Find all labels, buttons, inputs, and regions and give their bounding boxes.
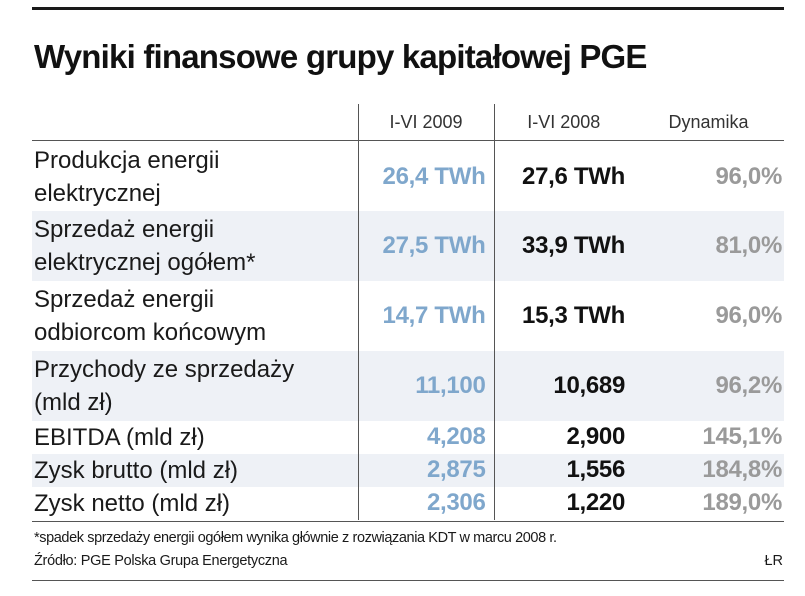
value-2009-cell: 14,7 TWh (357, 280, 494, 351)
value-2009-cell: 27,5 TWh (357, 210, 494, 281)
financial-results-table: I-VI 2009 I-VI 2008 Dynamika Produkcja e… (32, 104, 784, 520)
value-2008-cell: 1,556 (493, 453, 633, 487)
value-2008-cell: 10,689 (493, 350, 633, 421)
row-label: Produkcja energii elektrycznej (32, 141, 358, 211)
value-2008-cell: 33,9 TWh (493, 210, 633, 281)
dynamika-cell: 96,0% (715, 301, 782, 329)
table-body: Produkcja energii elektrycznej 26,4 TWh 27,… (32, 140, 784, 520)
dynamika-cell: 96,2% (633, 350, 784, 421)
table-row: EBITDA (mld zł) 4,208 2,900 145,1% (32, 420, 784, 454)
value-2008-cell: 27,6 TWh (493, 140, 633, 211)
header-dynamika: Dynamika (668, 111, 749, 132)
author-initials: ŁR (764, 553, 783, 569)
table-row: Sprzedaż energii odbiorcom końcowym 14,7 T… (32, 280, 784, 351)
footnote: *spadek sprzedaży energii ogółem wynika … (34, 530, 557, 546)
row-label-line: Produkcja energii (34, 146, 220, 174)
table-header-row: I-VI 2009 I-VI 2008 Dynamika (32, 104, 784, 141)
value-2008-cell: 1,220 (493, 486, 633, 520)
row-label: EBITDA (mld zł) (32, 421, 358, 454)
dynamika-cell: 189,0% (702, 489, 782, 516)
dynamika-cell: 145,1% (702, 423, 782, 450)
end-rule (32, 580, 784, 581)
table-row: Zysk brutto (mld zł) 2,875 1,556 184,8% (32, 453, 784, 487)
value-2009-cell: 4,208 (357, 420, 494, 454)
value-2009-cell: 26,4 TWh (357, 140, 494, 211)
header-2009: I-VI 2009 (357, 104, 494, 141)
top-rule (32, 7, 784, 10)
value-2008-cell: 15,3 TWh (493, 280, 633, 351)
row-label: Zysk netto (mld zł) (32, 487, 358, 520)
dynamika-cell: 184,8% (633, 453, 784, 487)
row-label-line: elektrycznej (34, 179, 161, 207)
row-label-line: Zysk netto (mld zł) (34, 489, 231, 517)
row-label-line: Zysk brutto (mld zł) (34, 456, 239, 484)
value-2008-cell: 2,900 (493, 420, 633, 454)
bottom-rule (32, 521, 784, 522)
row-label: Sprzedaż energii elektrycznej ogółem* (32, 210, 358, 281)
row-label-line: EBITDA (mld zł) (34, 423, 205, 451)
table-row: Przychody ze sprzedaży (mld zł) 11,100 10,6… (32, 350, 784, 421)
row-label-line: Przychody ze sprzedaży (34, 355, 295, 383)
header-2008: I-VI 2008 (493, 104, 633, 141)
row-label-line: Sprzedaż energii (34, 215, 215, 243)
value-2009-cell: 11,100 (357, 350, 494, 421)
row-label: Przychody ze sprzedaży (mld zł) (32, 350, 358, 421)
chart-title: Wyniki finansowe grupy kapitałowej PGE (34, 38, 647, 75)
row-label-line: Sprzedaż energii (34, 285, 215, 313)
dynamika-cell: 96,0% (715, 162, 782, 190)
value-2009-cell: 2,306 (357, 486, 494, 520)
row-label: Sprzedaż energii odbiorcom końcowym (32, 281, 358, 351)
header-label (32, 104, 358, 141)
table-row: Produkcja energii elektrycznej 26,4 TWh 27,… (32, 140, 784, 211)
row-label-line: odbiorcom końcowym (34, 318, 267, 346)
source-note: Źródło: PGE Polska Grupa Energetyczna (34, 553, 288, 569)
row-label-line: elektrycznej ogółem* (34, 248, 256, 276)
row-label: Zysk brutto (mld zł) (32, 453, 358, 487)
value-2009-cell: 2,875 (357, 453, 494, 487)
row-label-line: (mld zł) (34, 388, 113, 416)
table-row: Sprzedaż energii elektrycznej ogółem* 27,5… (32, 210, 784, 281)
table-row: Zysk netto (mld zł) 2,306 1,220 189,0% (32, 486, 784, 520)
dynamika-cell: 81,0% (633, 210, 784, 281)
